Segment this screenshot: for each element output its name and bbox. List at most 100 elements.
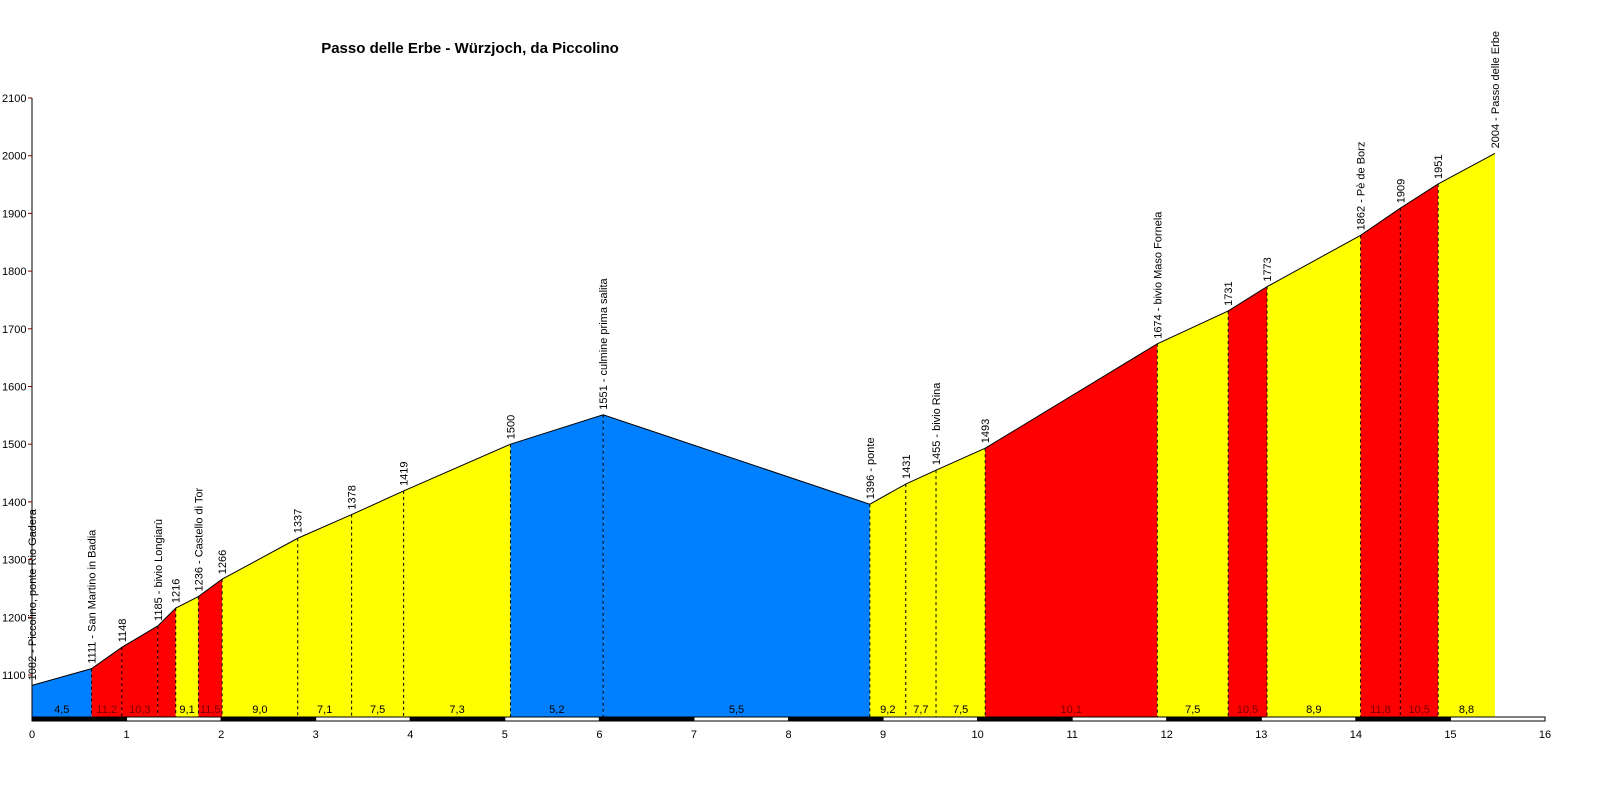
- km-scale-block: [1071, 716, 1168, 722]
- y-tick-label: 1800: [2, 266, 26, 278]
- point-label: 1493: [980, 419, 992, 443]
- profile-segment: [222, 538, 298, 717]
- gradient-label: 8,9: [1306, 704, 1321, 716]
- km-scale-block: [1355, 716, 1451, 722]
- point-label: 1216: [171, 579, 183, 603]
- point-label: 1551 - culmine prima salita: [598, 277, 610, 409]
- km-scale-block: [693, 716, 789, 722]
- point-label: 1337: [293, 509, 305, 533]
- y-tick-label: 1100: [2, 670, 26, 682]
- x-tick-label: 12: [1161, 729, 1173, 741]
- point-label: 2004 - Passo delle Erbe: [1490, 31, 1502, 148]
- point-label: 1266: [217, 550, 229, 574]
- y-tick-label: 1200: [2, 612, 26, 624]
- x-tick-label: 15: [1444, 729, 1456, 741]
- chart-title: Passo delle Erbe - Würzjoch, da Piccolin…: [321, 40, 619, 57]
- profile-segment: [1438, 153, 1495, 718]
- km-scale-block: [977, 716, 1073, 722]
- gradient-label: 11,5: [200, 704, 221, 716]
- point-label: 1862 - Pè de Borz: [1356, 142, 1368, 231]
- point-label: 1236 - Castello di Tor: [193, 487, 205, 591]
- point-label: 1731: [1223, 281, 1235, 305]
- x-tick-label: 10: [972, 729, 984, 741]
- gradient-label: 7,5: [1185, 704, 1200, 716]
- point-label: 1148: [117, 619, 129, 643]
- point-label: 1674 - bivio Maso Fornela: [1152, 211, 1164, 339]
- x-tick-label: 9: [880, 729, 886, 741]
- point-label: 1111 - San Martino in Badia: [87, 529, 99, 664]
- profile-segment: [1228, 286, 1267, 717]
- point-label: 1773: [1262, 257, 1274, 281]
- point-label: 1951: [1433, 154, 1445, 178]
- profile-segment: [985, 343, 1158, 717]
- km-scale-block: [504, 716, 600, 722]
- profile-segment: [905, 470, 937, 717]
- km-scale-block: [220, 716, 317, 722]
- point-label: 1909: [1395, 179, 1407, 203]
- gradient-label: 7,3: [449, 704, 464, 716]
- km-scale-block: [1260, 716, 1357, 722]
- point-label: 1455 - bivio Rina: [931, 382, 943, 465]
- gradient-label: 4,5: [54, 704, 69, 716]
- km-scale-block: [315, 716, 411, 722]
- point-label: 1419: [399, 461, 411, 485]
- profile-segment: [936, 448, 986, 717]
- x-tick-label: 2: [218, 729, 224, 741]
- profile-segment: [1400, 183, 1439, 717]
- profile-segment: [1266, 235, 1361, 718]
- profile-segment: [1360, 208, 1401, 717]
- gradient-label: 5,5: [729, 704, 744, 716]
- profile-segment: [157, 608, 176, 717]
- y-tick-label: 2100: [2, 93, 26, 105]
- gradient-label: 9,2: [880, 704, 895, 716]
- profile-segment: [175, 596, 199, 717]
- gradient-label: 9,1: [179, 704, 194, 716]
- y-tick-label: 1600: [2, 382, 26, 394]
- gradient-label: 7,5: [370, 704, 385, 716]
- km-scale-block: [1166, 716, 1262, 722]
- y-tick-label: 1700: [2, 324, 26, 336]
- x-tick-label: 1: [124, 729, 130, 741]
- km-scale-block: [126, 716, 222, 722]
- profile-segment: [1157, 310, 1229, 717]
- x-tick-label: 5: [502, 729, 508, 741]
- y-tick-label: 2000: [2, 151, 26, 163]
- gradient-label: 9,0: [252, 704, 267, 716]
- km-scale-block: [1449, 716, 1546, 722]
- x-tick-label: 11: [1066, 729, 1077, 741]
- point-label: 1082 - Piccolino, ponte Rio Gadera: [27, 508, 39, 680]
- profile-segment: [603, 414, 870, 717]
- gradient-label: 8,8: [1459, 704, 1474, 716]
- y-tick-label: 1500: [2, 439, 26, 451]
- profile-segment: [32, 668, 92, 717]
- km-scale-block: [31, 716, 128, 722]
- x-tick-label: 0: [29, 729, 35, 741]
- km-scale-block: [882, 716, 979, 722]
- gradient-label: 7,7: [913, 704, 928, 716]
- gradient-label: 10,5: [1409, 704, 1430, 716]
- profile-segment: [510, 414, 604, 717]
- gradient-label: 7,1: [317, 704, 332, 716]
- x-tick-label: 3: [313, 729, 319, 741]
- point-label: 1500: [505, 415, 517, 439]
- gradient-label: 7,5: [953, 704, 968, 716]
- profile-segment: [297, 514, 352, 717]
- x-tick-label: 13: [1255, 729, 1267, 741]
- km-scale-block: [409, 716, 506, 722]
- x-tick-label: 6: [596, 729, 602, 741]
- profile-segment: [198, 579, 223, 717]
- point-label: 1431: [901, 455, 913, 479]
- x-tick-label: 4: [407, 729, 413, 741]
- point-label: 1185 - bivio Longiarù: [153, 519, 165, 621]
- point-label: 1378: [347, 485, 359, 509]
- gradient-label: 10,1: [1061, 704, 1082, 716]
- profile-segment: [403, 444, 511, 717]
- y-tick-label: 1300: [2, 555, 26, 567]
- profile-segment: [121, 625, 158, 717]
- x-tick-label: 8: [785, 729, 791, 741]
- gradient-label: 10,3: [129, 704, 150, 716]
- profile-segment: [91, 647, 122, 717]
- profile-segment: [869, 484, 906, 717]
- x-tick-label: 14: [1350, 729, 1362, 741]
